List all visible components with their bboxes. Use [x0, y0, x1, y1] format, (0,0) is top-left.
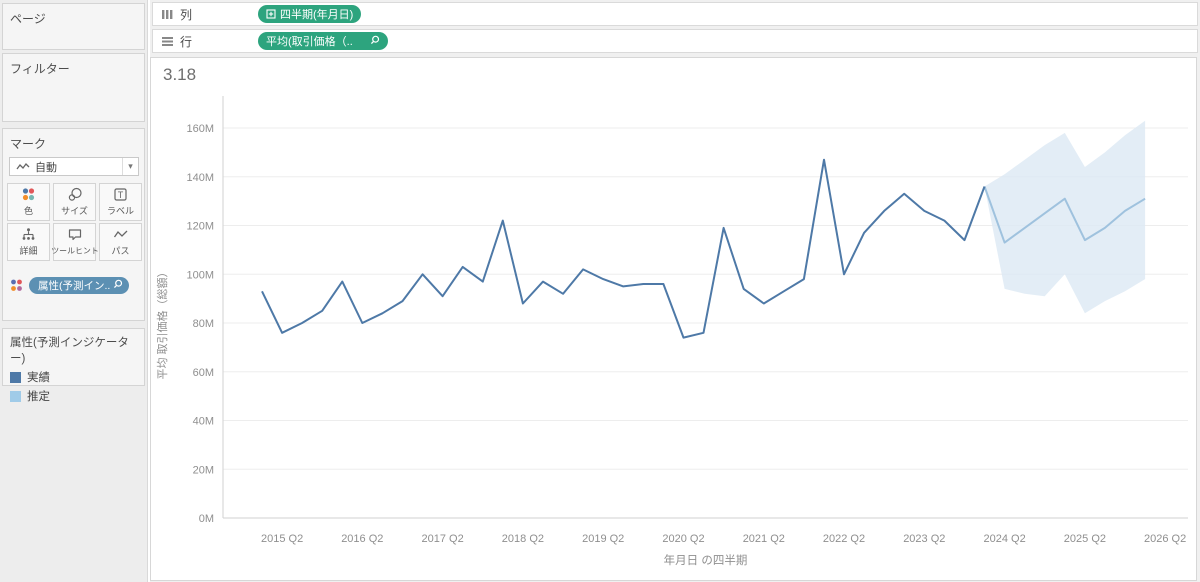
svg-text:2023 Q2: 2023 Q2	[903, 533, 945, 545]
path-icon	[113, 230, 127, 238]
color-icon	[22, 188, 35, 201]
svg-text:20M: 20M	[193, 464, 214, 476]
legend-item-estimate-label: 推定	[27, 391, 50, 403]
svg-text:2021 Q2: 2021 Q2	[743, 533, 785, 545]
path-button[interactable]: パス	[99, 223, 142, 261]
svg-text:80M: 80M	[193, 318, 214, 330]
columns-shelf[interactable]: 列 四半期(年月日)	[152, 2, 1198, 26]
detail-button[interactable]: 詳細	[7, 223, 50, 261]
svg-text:2016 Q2: 2016 Q2	[341, 533, 383, 545]
y-axis-title: 平均 取引価格（総額）	[155, 266, 169, 379]
tooltip-button[interactable]: ツールヒント	[50, 223, 99, 261]
size-button[interactable]: サイズ	[53, 183, 96, 221]
tooltip-button-label: ツールヒント	[50, 246, 99, 256]
svg-text:2024 Q2: 2024 Q2	[983, 533, 1025, 545]
x-axis-labels: 2015 Q2 2016 Q2 2017 Q2 2018 Q2 2019 Q2 2020 …	[261, 533, 1186, 545]
label-icon: T	[114, 188, 127, 201]
columns-pill-label: 四半期(年月日)	[280, 9, 354, 21]
rows-pill-label: 平均(取引価格（..	[266, 36, 353, 48]
date-expand-icon	[266, 9, 276, 19]
mark-type-dropdown[interactable]: 自動 ▾	[9, 157, 139, 176]
legend-item-estimate[interactable]: 推定	[3, 385, 144, 404]
forecast-indicator-icon	[370, 35, 380, 48]
y-axis-labels: 0M 20M 40M 60M 80M 100M 120M 140M 160M	[186, 123, 214, 525]
color-legend[interactable]: 属性(予測インジケーター) 実績 推定	[2, 328, 145, 403]
rows-shelf[interactable]: 行 平均(取引価格（..	[152, 29, 1198, 53]
mark-type-label: 自動	[35, 161, 57, 174]
columns-icon	[161, 9, 174, 20]
forecast-indicator-icon	[113, 279, 123, 292]
actual-line[interactable]	[261, 158, 986, 339]
legend-item-actual-label: 実績	[27, 372, 50, 384]
rows-shelf-label: 行	[180, 34, 193, 49]
attribute-forecast-pill[interactable]: 属性(予測イン..	[29, 277, 129, 294]
rows-pill-avg-price[interactable]: 平均(取引価格（..	[258, 32, 388, 50]
svg-text:100M: 100M	[186, 269, 214, 281]
marks-card-title: マーク	[10, 137, 47, 151]
svg-text:2019 Q2: 2019 Q2	[582, 533, 624, 545]
color-legend-title: 属性(予測インジケーター)	[10, 337, 129, 365]
forecast-band[interactable]	[984, 120, 1146, 314]
color-button[interactable]: 色	[7, 183, 50, 221]
line-mark-icon	[16, 162, 30, 172]
marks-card: マーク 自動 ▾ 色 サイズ	[2, 128, 145, 321]
forecast-line[interactable]	[983, 186, 1146, 244]
on-color-icon	[11, 279, 22, 291]
rows-icon	[161, 36, 174, 47]
label-button-label: ラベル	[106, 206, 134, 216]
svg-text:2015 Q2: 2015 Q2	[261, 533, 303, 545]
svg-text:60M: 60M	[193, 367, 214, 379]
svg-text:T: T	[118, 190, 124, 200]
actual-color-swatch	[10, 371, 21, 383]
pages-shelf[interactable]: ページ	[2, 3, 145, 50]
svg-text:2020 Q2: 2020 Q2	[662, 533, 704, 545]
side-panel: ページ フィルター マーク 自動 ▾ 色	[0, 0, 148, 582]
size-icon	[68, 187, 82, 201]
worksheet-canvas: 3.18 0M 20M 40M 60M 80M 100M 120M 140M 160M 2015 …	[150, 57, 1197, 581]
svg-text:2022 Q2: 2022 Q2	[823, 533, 865, 545]
x-axis-title: 年月日 の四半期	[664, 553, 748, 567]
svg-text:2018 Q2: 2018 Q2	[502, 533, 544, 545]
chevron-down-icon[interactable]: ▾	[122, 158, 138, 175]
filters-shelf-title: フィルター	[10, 62, 70, 76]
size-button-label: サイズ	[61, 206, 88, 216]
columns-shelf-label: 列	[180, 7, 193, 22]
svg-text:120M: 120M	[186, 221, 214, 233]
svg-text:0M: 0M	[199, 513, 214, 525]
columns-pill-quarter[interactable]: 四半期(年月日)	[258, 5, 362, 23]
svg-text:40M: 40M	[193, 416, 214, 428]
sheet-title: 3.18	[163, 65, 197, 84]
svg-text:140M: 140M	[186, 172, 214, 184]
svg-text:160M: 160M	[186, 123, 214, 135]
legend-item-actual[interactable]: 実績	[3, 366, 144, 385]
svg-text:2025 Q2: 2025 Q2	[1064, 533, 1106, 545]
path-button-label: パス	[111, 246, 130, 256]
detail-icon	[22, 228, 35, 240]
svg-text:2017 Q2: 2017 Q2	[421, 533, 463, 545]
filters-shelf[interactable]: フィルター	[2, 53, 145, 122]
attribute-forecast-pill-label: 属性(予測イン..	[38, 280, 111, 292]
tooltip-icon	[68, 229, 81, 241]
worksheet-area: 列 四半期(年月日) 行 平均(取引価格（.. 3.18	[150, 0, 1200, 582]
pages-shelf-title: ページ	[10, 12, 46, 26]
detail-button-label: 詳細	[19, 246, 38, 256]
svg-text:2026 Q2: 2026 Q2	[1144, 533, 1186, 545]
color-button-label: 色	[23, 206, 33, 216]
estimate-color-swatch	[10, 390, 21, 402]
label-button[interactable]: T ラベル	[99, 183, 142, 221]
